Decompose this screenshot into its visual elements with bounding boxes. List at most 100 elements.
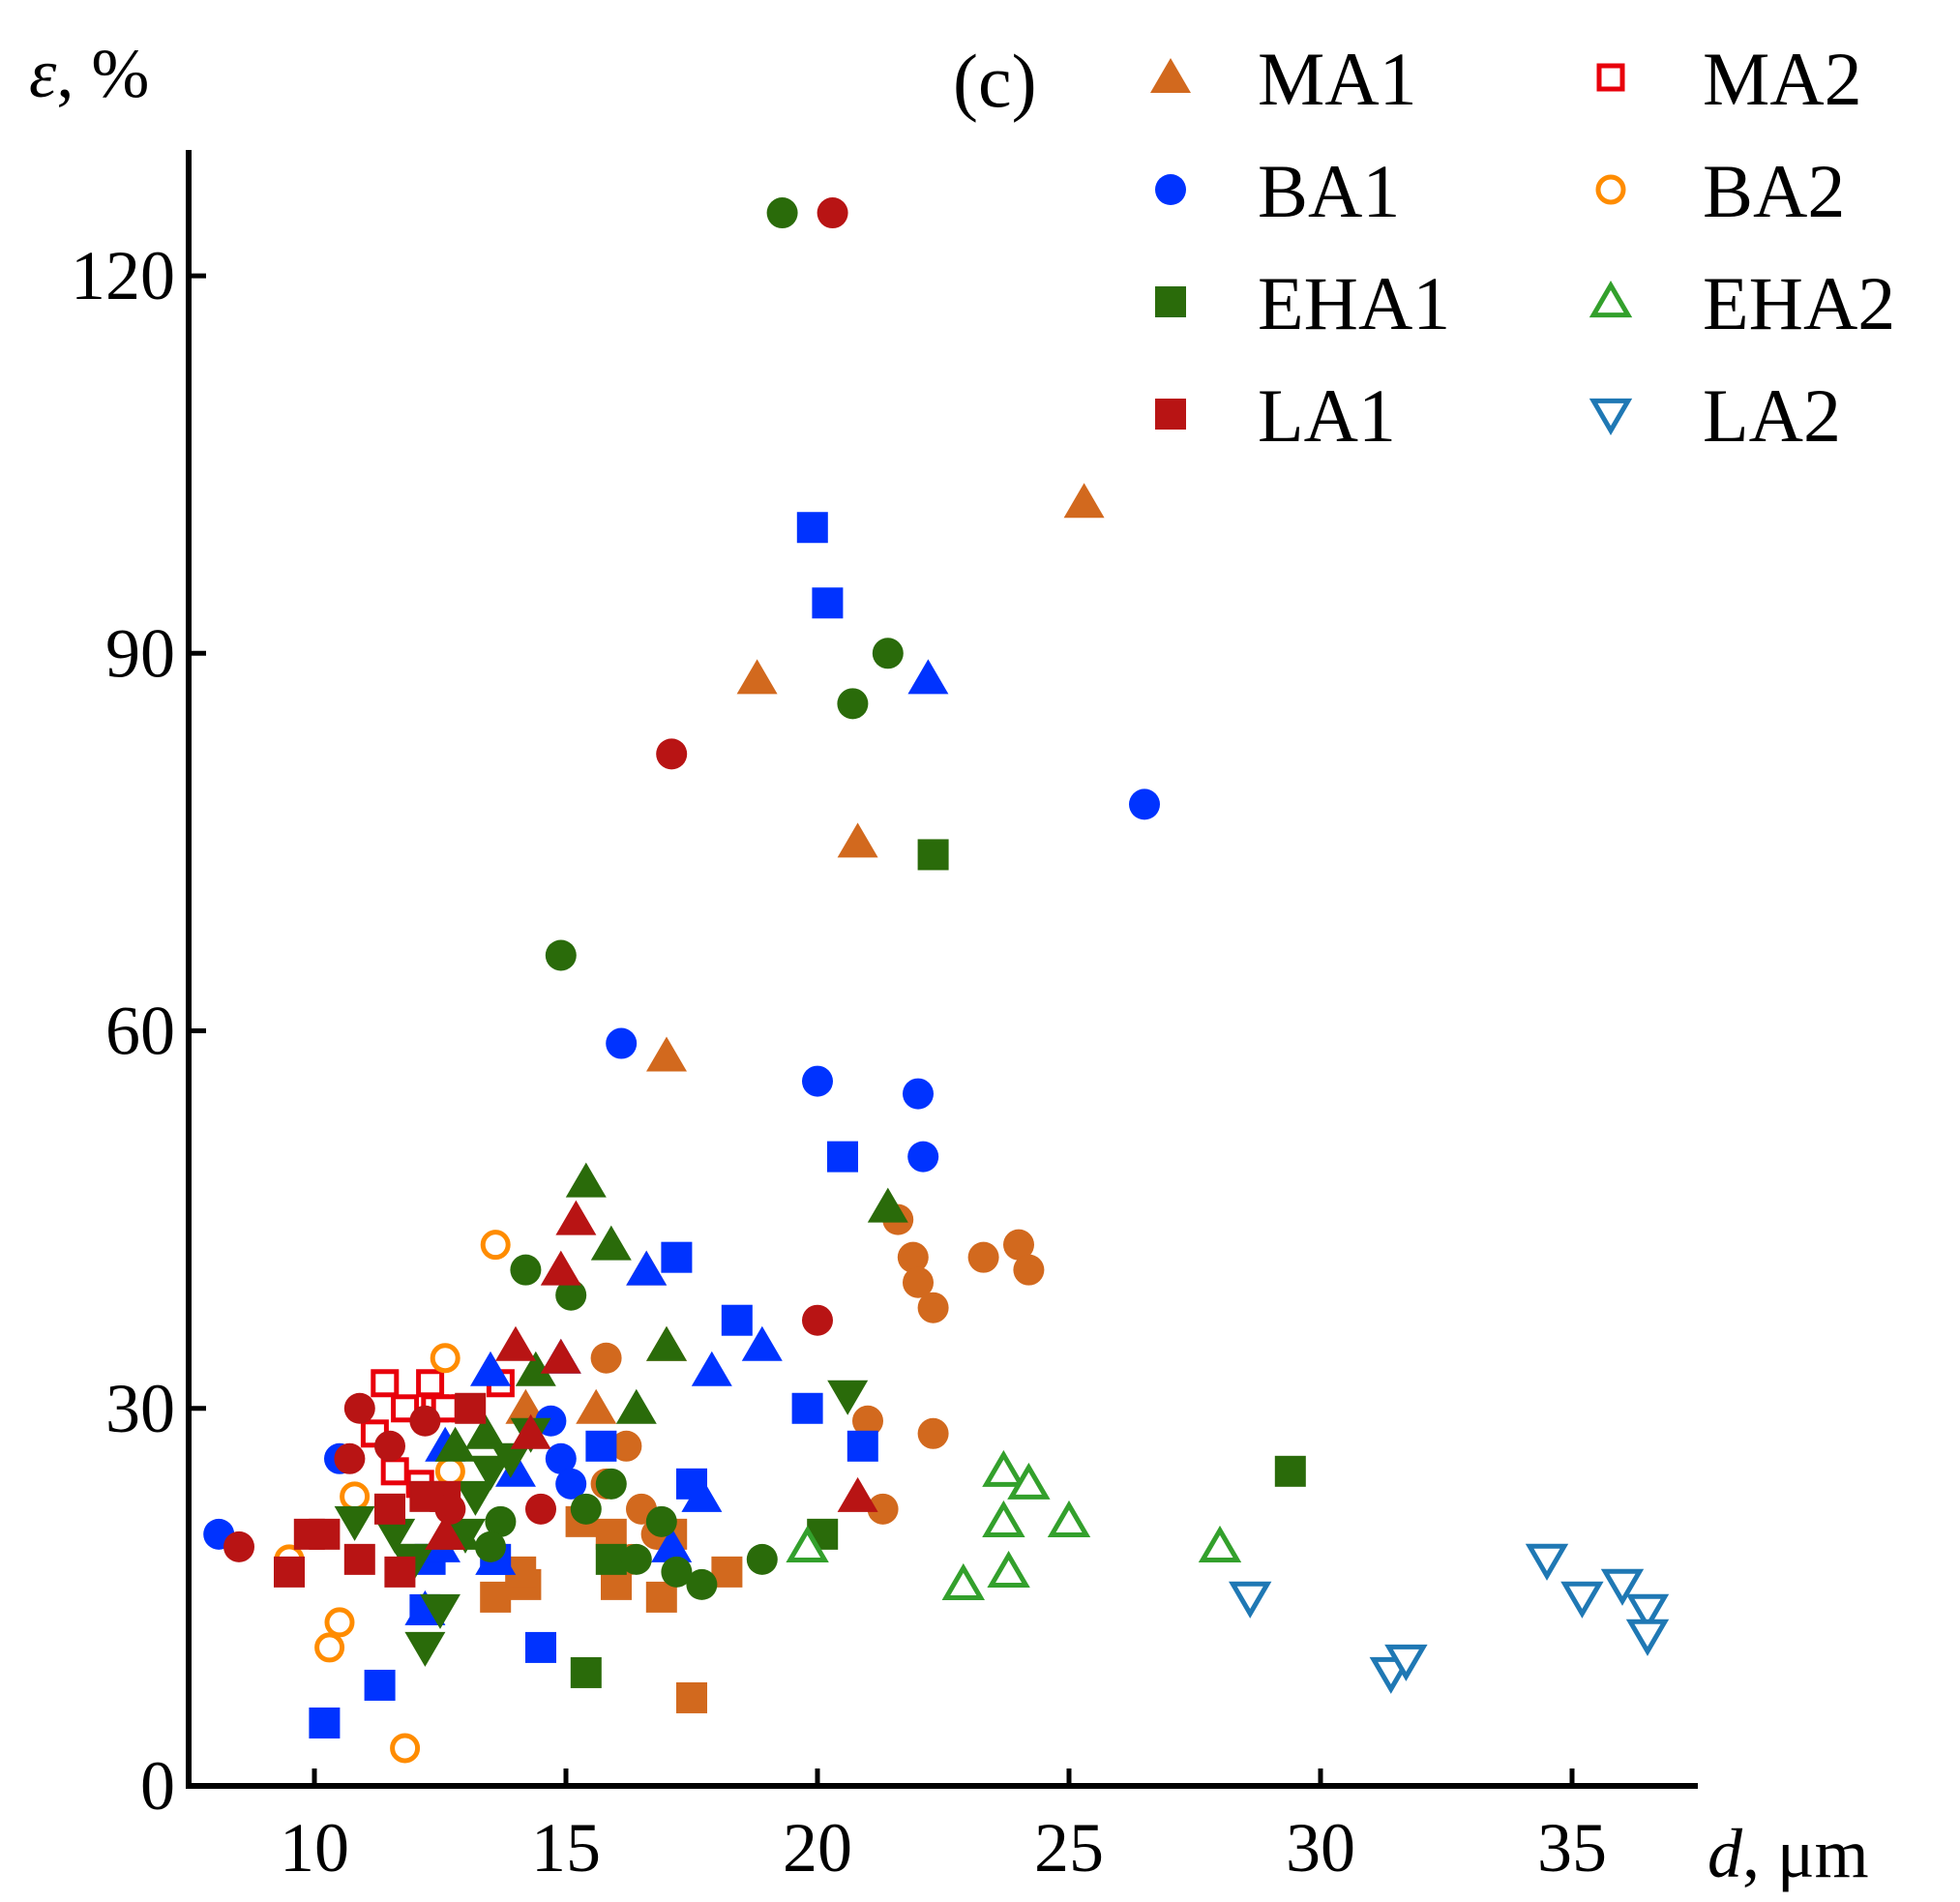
series-la1-triangle-up	[425, 1200, 878, 1550]
data-point	[470, 1351, 511, 1386]
data-point	[340, 1481, 371, 1512]
series-ma1-triangle-up	[505, 483, 1105, 1424]
data-point	[917, 1417, 949, 1449]
x-tick-label: 20	[783, 1809, 852, 1887]
data-points	[203, 197, 1670, 1764]
data-point	[1198, 1525, 1242, 1562]
y-axis-unit: , %	[56, 35, 149, 112]
data-point	[343, 1392, 375, 1424]
legend-label: BA1	[1258, 149, 1400, 233]
series-la2-triangle-down	[1228, 1543, 1670, 1694]
data-point	[274, 1556, 305, 1588]
data-point	[620, 1543, 652, 1575]
legend-marker	[1595, 174, 1626, 205]
data-point	[1525, 1543, 1569, 1581]
data-point	[1274, 1455, 1306, 1487]
data-point	[645, 1581, 677, 1613]
data-point	[525, 1631, 556, 1663]
data-point	[576, 1388, 617, 1424]
data-point	[917, 839, 949, 871]
data-point	[1384, 1644, 1428, 1681]
legend-marker	[1589, 398, 1633, 435]
data-point	[324, 1607, 355, 1638]
data-point	[661, 1556, 693, 1588]
data-point	[1560, 1581, 1604, 1619]
data-point	[545, 1442, 577, 1474]
data-point	[867, 1493, 899, 1525]
series-la1-circle	[223, 197, 848, 1562]
legend-marker	[1155, 174, 1186, 205]
data-point	[827, 1141, 858, 1173]
data-point	[590, 1342, 622, 1374]
legend-label: LA1	[1258, 373, 1396, 458]
data-point	[374, 1518, 416, 1554]
data-point	[645, 1505, 677, 1537]
data-point	[595, 1468, 627, 1500]
data-point	[409, 1405, 441, 1437]
data-point	[371, 1369, 400, 1398]
data-point	[570, 1656, 602, 1688]
data-point	[982, 1449, 1025, 1487]
data-point	[510, 1413, 551, 1449]
y-tick-label: 0	[140, 1747, 175, 1825]
data-point	[676, 1681, 707, 1713]
data-point	[967, 1241, 999, 1273]
legend-item-eha1: EHA1	[1155, 261, 1450, 345]
x-tick-label: 35	[1537, 1809, 1607, 1887]
data-point	[555, 1468, 587, 1500]
y-tick-label: 30	[105, 1370, 175, 1447]
data-point	[610, 1430, 642, 1462]
data-point	[309, 1518, 341, 1550]
series-ma1-square	[480, 1505, 743, 1713]
data-point	[334, 1442, 366, 1474]
y-tick-label: 90	[105, 614, 175, 692]
data-point	[837, 1476, 878, 1512]
series-eha1-square	[570, 839, 1306, 1688]
data-point	[455, 1392, 487, 1424]
legend-marker	[1596, 63, 1625, 92]
data-point	[987, 1550, 1030, 1588]
y-tick-label: 60	[105, 993, 175, 1070]
data-point	[903, 1078, 934, 1110]
legend-marker	[1589, 281, 1633, 318]
legend-label: LA2	[1703, 373, 1841, 458]
data-point	[1047, 1500, 1091, 1537]
data-point	[495, 1325, 536, 1361]
data-point	[1625, 1619, 1670, 1656]
data-point	[691, 1351, 732, 1386]
legend-item-la2: LA2	[1589, 373, 1841, 458]
data-point	[786, 1525, 829, 1562]
data-point	[606, 1027, 638, 1059]
legend-label: MA1	[1258, 37, 1417, 121]
series-eha2-triangle-up	[786, 1449, 1242, 1600]
y-axis-variable: ε	[29, 35, 57, 112]
data-point	[430, 1343, 460, 1374]
data-point	[1228, 1581, 1272, 1619]
data-point	[1013, 1254, 1045, 1286]
data-point	[380, 1457, 409, 1486]
data-point	[681, 1476, 723, 1512]
data-point	[555, 1279, 587, 1311]
data-point	[736, 659, 778, 695]
x-axis-variable: d	[1708, 1815, 1743, 1892]
data-point	[903, 1266, 934, 1298]
legend-marker	[1155, 286, 1186, 317]
legend-item-ba1: BA1	[1155, 149, 1400, 233]
data-point	[343, 1543, 375, 1575]
data-point	[982, 1500, 1025, 1537]
data-point	[505, 1388, 547, 1424]
data-point	[391, 1394, 420, 1423]
y-tick-label: 120	[71, 237, 175, 314]
data-point	[686, 1568, 718, 1600]
data-point	[827, 1380, 869, 1415]
data-point	[1625, 1593, 1670, 1631]
data-point	[837, 688, 869, 720]
data-point	[796, 512, 828, 544]
x-axis-title: d, μm	[1708, 1815, 1869, 1892]
panel-label: (c)	[953, 39, 1037, 123]
data-point	[1063, 483, 1105, 519]
data-point	[374, 1493, 405, 1525]
data-point	[646, 1036, 687, 1072]
data-point	[510, 1254, 542, 1286]
